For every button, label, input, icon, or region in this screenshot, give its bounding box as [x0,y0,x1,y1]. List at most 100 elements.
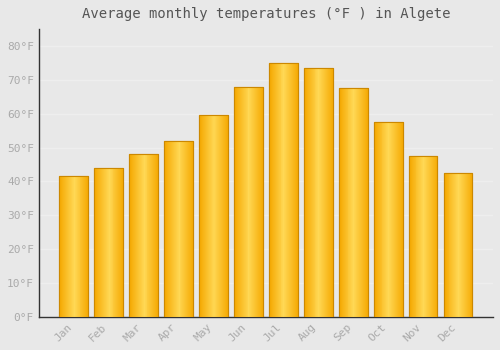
Bar [236,86,237,317]
Bar [339,88,368,317]
Bar [212,116,214,317]
Bar [325,68,326,317]
Bar [204,116,205,317]
Bar [286,63,287,317]
Bar [116,168,117,317]
Bar [258,86,259,317]
Bar [450,173,452,317]
Bar [210,116,212,317]
Bar [225,116,226,317]
Bar [107,168,108,317]
Bar [284,63,286,317]
Bar [392,122,393,317]
Bar [322,68,323,317]
Bar [434,156,436,317]
Bar [470,173,472,317]
Bar [464,173,465,317]
Bar [170,141,171,317]
Bar [272,63,273,317]
Bar [71,176,72,317]
Bar [423,156,424,317]
Bar [382,122,384,317]
Bar [376,122,377,317]
Bar [394,122,395,317]
Bar [312,68,314,317]
Bar [207,116,208,317]
Bar [465,173,466,317]
Bar [396,122,397,317]
Bar [444,173,446,317]
Bar [390,122,391,317]
Bar [199,116,228,317]
Bar [409,156,438,317]
Bar [138,154,139,317]
Bar [172,141,173,317]
Bar [99,168,100,317]
Bar [155,154,156,317]
Bar [104,168,105,317]
Bar [144,154,146,317]
Bar [466,173,468,317]
Bar [60,176,62,317]
Bar [414,156,416,317]
Bar [180,141,182,317]
Bar [60,176,88,317]
Bar [320,68,321,317]
Bar [271,63,272,317]
Bar [339,88,368,317]
Bar [327,68,328,317]
Bar [309,68,310,317]
Bar [295,63,296,317]
Bar [223,116,224,317]
Bar [342,88,343,317]
Bar [73,176,74,317]
Bar [70,176,71,317]
Bar [226,116,227,317]
Bar [416,156,418,317]
Bar [132,154,133,317]
Bar [238,86,239,317]
Bar [427,156,428,317]
Bar [166,141,167,317]
Bar [175,141,176,317]
Bar [431,156,432,317]
Bar [85,176,86,317]
Bar [318,68,320,317]
Bar [257,86,258,317]
Bar [157,154,158,317]
Bar [130,154,131,317]
Bar [289,63,290,317]
Bar [68,176,69,317]
Bar [87,176,88,317]
Bar [244,86,246,317]
Bar [174,141,175,317]
Bar [214,116,216,317]
Bar [74,176,76,317]
Bar [206,116,207,317]
Bar [384,122,386,317]
Bar [121,168,122,317]
Bar [360,88,361,317]
Bar [276,63,278,317]
Bar [468,173,469,317]
Bar [426,156,427,317]
Bar [418,156,420,317]
Bar [76,176,78,317]
Bar [131,154,132,317]
Bar [457,173,458,317]
Bar [314,68,316,317]
Bar [339,88,340,317]
Bar [328,68,329,317]
Bar [400,122,402,317]
Bar [152,154,153,317]
Bar [242,86,244,317]
Bar [297,63,298,317]
Bar [202,116,203,317]
Bar [454,173,455,317]
Bar [64,176,65,317]
Bar [137,154,138,317]
Bar [203,116,204,317]
Bar [261,86,262,317]
Bar [352,88,354,317]
Bar [359,88,360,317]
